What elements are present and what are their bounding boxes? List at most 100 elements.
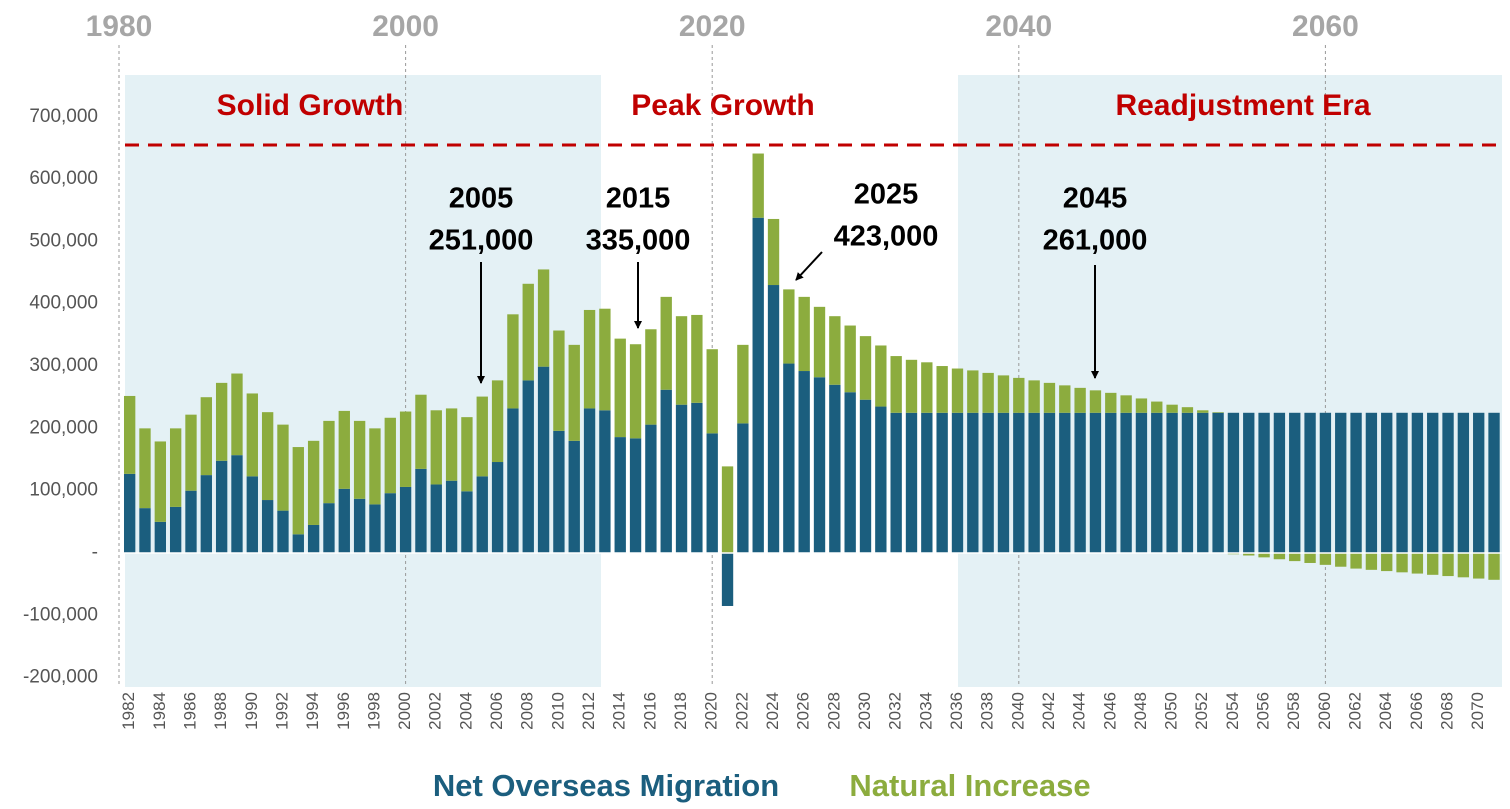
bar — [706, 349, 718, 434]
bar — [1473, 412, 1485, 554]
top-tick-label: 2000 — [372, 10, 439, 43]
x-tick-label: 2014 — [610, 692, 629, 730]
annotation: 2005 — [449, 183, 514, 215]
y-tick-label: 300,000 — [29, 355, 98, 376]
bar — [399, 486, 412, 554]
bar — [231, 455, 243, 554]
bar — [445, 480, 458, 554]
x-tick-label: 2016 — [640, 692, 659, 730]
bar — [261, 500, 274, 554]
bar — [1289, 412, 1301, 554]
bar — [1365, 412, 1378, 554]
bar — [1074, 412, 1086, 554]
bar — [890, 412, 902, 554]
x-tick-label: 2060 — [1315, 692, 1334, 730]
bar — [507, 314, 519, 409]
bar — [261, 412, 274, 501]
bar — [415, 394, 427, 469]
region-label: Readjustment Era — [1115, 89, 1370, 122]
bar — [154, 521, 166, 554]
bar — [813, 306, 826, 378]
bar — [982, 412, 994, 554]
bar — [1151, 401, 1163, 413]
bar — [721, 466, 734, 554]
x-tick-label: 2046 — [1100, 692, 1119, 730]
bar — [415, 468, 427, 554]
bar — [583, 309, 596, 409]
bar — [691, 402, 703, 554]
bar — [476, 396, 488, 477]
bar — [721, 553, 734, 606]
bar — [737, 423, 749, 554]
x-tick-label: 2024 — [763, 692, 782, 730]
x-tick-label: 2006 — [487, 692, 506, 730]
x-tick-label: 2028 — [824, 692, 843, 730]
bar — [997, 375, 1010, 413]
bar — [905, 359, 918, 413]
x-tick-label: 1986 — [180, 692, 199, 730]
bar — [369, 428, 381, 505]
bar — [200, 475, 212, 554]
bar — [307, 524, 320, 554]
y-tick-label: -100,000 — [23, 604, 98, 625]
top-tick-label: 2060 — [1292, 10, 1359, 43]
bar — [353, 420, 366, 499]
bar — [844, 392, 856, 554]
bar — [231, 373, 243, 456]
bar — [215, 382, 228, 461]
bar — [614, 437, 626, 554]
bar — [1059, 412, 1071, 554]
bar — [936, 366, 948, 413]
x-tick-label: 2044 — [1070, 692, 1089, 730]
bar — [537, 366, 550, 554]
bar — [522, 283, 534, 381]
bar — [660, 389, 672, 554]
bar — [1258, 412, 1270, 554]
bar — [353, 498, 366, 554]
bar — [1319, 412, 1332, 554]
bar — [292, 447, 304, 535]
bar — [798, 371, 810, 554]
bar — [246, 393, 258, 477]
x-tick-label: 1996 — [334, 692, 353, 730]
annotation: 423,000 — [834, 221, 939, 253]
bar — [875, 406, 887, 554]
bar — [1089, 390, 1102, 413]
bar — [1227, 412, 1240, 554]
x-tick-label: 2048 — [1131, 692, 1150, 730]
bar — [1181, 407, 1194, 413]
bar — [783, 289, 795, 364]
annotation: 261,000 — [1043, 225, 1148, 257]
bar — [645, 424, 657, 554]
y-tick-label: 400,000 — [29, 293, 98, 314]
bar — [200, 397, 212, 476]
bar — [1427, 553, 1439, 575]
bar — [139, 508, 151, 554]
bar — [967, 370, 979, 413]
x-tick-label: 2038 — [978, 692, 997, 730]
annotation: 251,000 — [429, 225, 534, 257]
bar — [323, 420, 335, 504]
bar — [783, 363, 795, 554]
bar — [844, 325, 856, 393]
bar — [307, 440, 320, 525]
bar — [1411, 553, 1424, 574]
bar — [461, 417, 473, 492]
bar — [629, 438, 642, 554]
bar — [1335, 553, 1347, 567]
bar — [936, 412, 948, 554]
bar — [798, 296, 810, 372]
y-tick-label: -200,000 — [23, 667, 98, 688]
x-tick-label: 1988 — [211, 692, 230, 730]
bar — [1442, 553, 1454, 577]
bar — [1243, 412, 1255, 554]
bar — [123, 473, 136, 554]
x-tick-label: 2066 — [1407, 692, 1426, 730]
x-tick-label: 2062 — [1346, 692, 1365, 730]
bar — [1473, 553, 1485, 579]
bar — [1488, 553, 1500, 580]
legend-label: Net Overseas Migration — [433, 768, 779, 803]
x-tick-label: 2056 — [1254, 692, 1273, 730]
bar — [1105, 392, 1117, 413]
bar — [675, 404, 688, 554]
